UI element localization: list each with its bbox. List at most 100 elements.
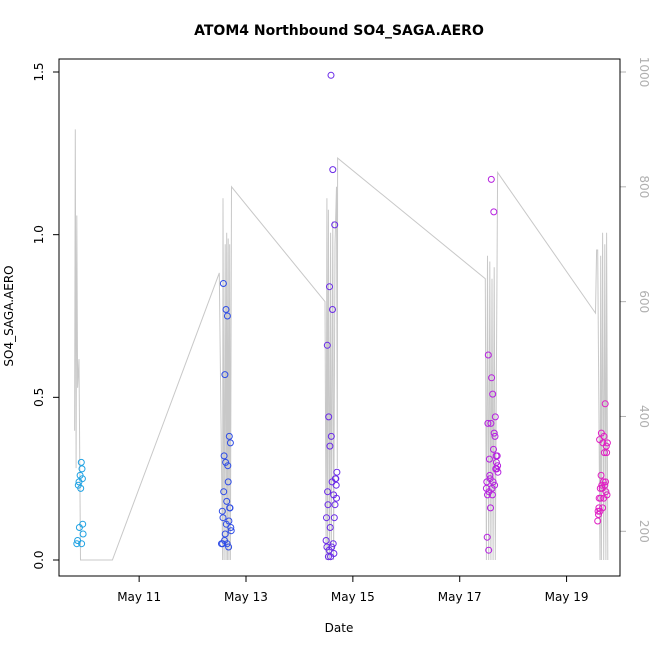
data-point [324, 553, 332, 561]
data-point [223, 540, 231, 548]
data-point [332, 475, 340, 483]
data-point [329, 540, 337, 548]
data-point [489, 478, 497, 486]
data-point [223, 497, 231, 505]
data-point [218, 507, 226, 515]
data-point [326, 442, 334, 450]
y-tick-label: 0.5 [32, 388, 46, 407]
data-point [596, 484, 604, 492]
data-point [603, 439, 611, 447]
data-point [78, 540, 86, 548]
data-point [597, 494, 605, 502]
data-point [222, 306, 230, 313]
chart-title: ATOM4 Northbound SO4_SAGA.AERO [194, 23, 484, 39]
data-point [490, 445, 497, 453]
data-point [594, 517, 602, 525]
data-point [329, 166, 337, 174]
point-layer [73, 71, 611, 561]
x-tick-label: May 15 [331, 590, 375, 604]
data-point [219, 514, 227, 522]
data-point [221, 371, 229, 379]
data-point [224, 478, 232, 486]
data-point [488, 491, 496, 499]
data-point [328, 543, 336, 551]
data-point [79, 520, 87, 528]
data-point [331, 501, 339, 509]
y2-line-layer [74, 129, 609, 561]
data-point [595, 511, 602, 518]
data-point [73, 540, 81, 548]
data-point [226, 439, 234, 447]
data-point [487, 419, 495, 427]
data-point [323, 341, 331, 349]
data-point [600, 432, 608, 440]
data-point [488, 374, 496, 382]
data-point [493, 452, 501, 460]
data-point [226, 504, 234, 512]
data-point [484, 491, 491, 499]
data-point [494, 462, 502, 470]
data-point [220, 488, 228, 496]
data-point [322, 537, 330, 544]
data-point [219, 280, 227, 287]
data-point [492, 458, 500, 466]
y-tick-label: 1.0 [32, 225, 46, 244]
x-tick-label: May 19 [545, 590, 589, 604]
data-point [227, 527, 235, 535]
data-point [78, 475, 86, 483]
data-point [603, 449, 611, 457]
data-point [601, 400, 609, 408]
y2-series-line [74, 129, 609, 561]
data-point [327, 432, 335, 440]
data-point [493, 465, 501, 473]
data-point [225, 432, 233, 440]
x-tick-label: May 17 [438, 590, 482, 604]
axis-layer: May 11 May 13 May 15 May 17 May 19 0.0 0.5 1.0 1… [32, 57, 650, 604]
y-tick-label: 1.5 [32, 62, 46, 81]
data-point [325, 413, 333, 421]
data-point [333, 494, 340, 502]
data-point [484, 419, 492, 427]
data-point [490, 429, 498, 437]
data-point [324, 488, 332, 496]
data-point [326, 524, 334, 531]
data-point [600, 449, 608, 457]
data-point [323, 514, 330, 522]
y2-tick-label: 400 [637, 405, 650, 428]
data-point [491, 413, 499, 421]
data-point [220, 452, 228, 460]
data-point [599, 478, 607, 486]
plot-frame [58, 58, 621, 577]
data-point [331, 221, 339, 229]
y-tick-label: 0.0 [32, 550, 46, 569]
data-point [326, 283, 333, 291]
x-tick-label: May 13 [224, 590, 268, 604]
data-point [599, 504, 607, 512]
data-point [332, 481, 340, 489]
y2-tick-label: 1000 [637, 57, 650, 88]
data-point [333, 468, 341, 476]
data-point [489, 390, 497, 398]
data-point [595, 504, 603, 512]
data-point [327, 71, 335, 79]
data-point [487, 504, 494, 512]
data-point [483, 533, 491, 541]
data-point [597, 471, 605, 479]
data-point [324, 501, 332, 509]
data-point [491, 432, 499, 440]
y2-tick-label: 200 [637, 520, 650, 543]
data-point [225, 543, 233, 551]
data-point [490, 208, 498, 216]
data-point [494, 468, 502, 476]
data-point [601, 481, 609, 489]
y2-tick-label: 600 [637, 290, 650, 313]
data-point [225, 517, 233, 525]
data-point [329, 306, 336, 313]
data-point [223, 312, 231, 320]
y-axis-label: SO4_SAGA.AERO [2, 265, 16, 366]
data-point [224, 462, 232, 470]
data-point [485, 455, 493, 463]
data-point [78, 465, 86, 473]
data-point [602, 478, 609, 486]
data-point [486, 471, 494, 479]
